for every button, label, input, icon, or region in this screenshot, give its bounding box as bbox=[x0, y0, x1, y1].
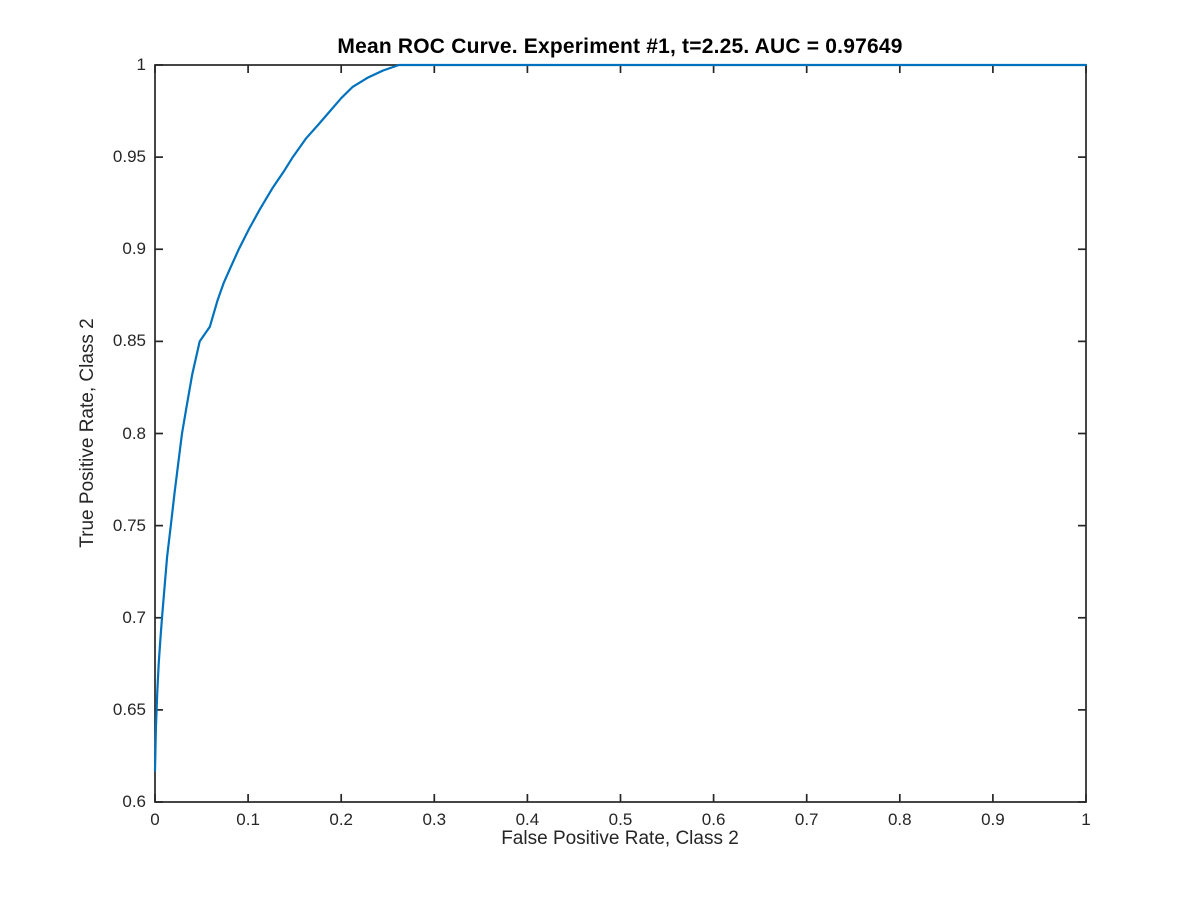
x-tick-label: 0.7 bbox=[794, 810, 819, 829]
y-tick-label: 0.7 bbox=[122, 607, 146, 627]
y-tick-label: 0.8 bbox=[122, 423, 146, 443]
x-axis-label: False Positive Rate, Class 2 bbox=[501, 828, 739, 849]
x-tick-label: 0 bbox=[150, 810, 160, 829]
y-tick-label: 0.65 bbox=[112, 699, 146, 719]
y-tick-label: 1 bbox=[136, 55, 146, 74]
x-tick-label: 1 bbox=[1081, 810, 1091, 829]
x-tick-label: 0.9 bbox=[981, 810, 1005, 829]
x-tick-label: 0.6 bbox=[701, 810, 726, 829]
x-tick-label: 0.4 bbox=[515, 810, 540, 829]
x-tick-label: 0.1 bbox=[236, 810, 260, 829]
x-tick-label: 0.5 bbox=[608, 810, 633, 829]
y-axis-label: True Positive Rate, Class 2 bbox=[77, 318, 98, 548]
y-tick-label: 0.6 bbox=[122, 792, 146, 811]
x-tick-label: 0.3 bbox=[422, 810, 447, 829]
x-tick-label: 0.8 bbox=[887, 810, 912, 829]
y-tick-label: 0.95 bbox=[112, 147, 146, 167]
y-tick-label: 0.9 bbox=[122, 239, 146, 259]
y-tick-label: 0.75 bbox=[112, 515, 146, 535]
axes-box bbox=[154, 64, 1087, 803]
roc-curve-line bbox=[153, 63, 1088, 772]
chart-title: Mean ROC Curve. Experiment #1, t=2.25. A… bbox=[337, 35, 903, 58]
y-tick-label: 0.85 bbox=[112, 331, 146, 351]
x-tick-label: 0.2 bbox=[329, 810, 354, 829]
